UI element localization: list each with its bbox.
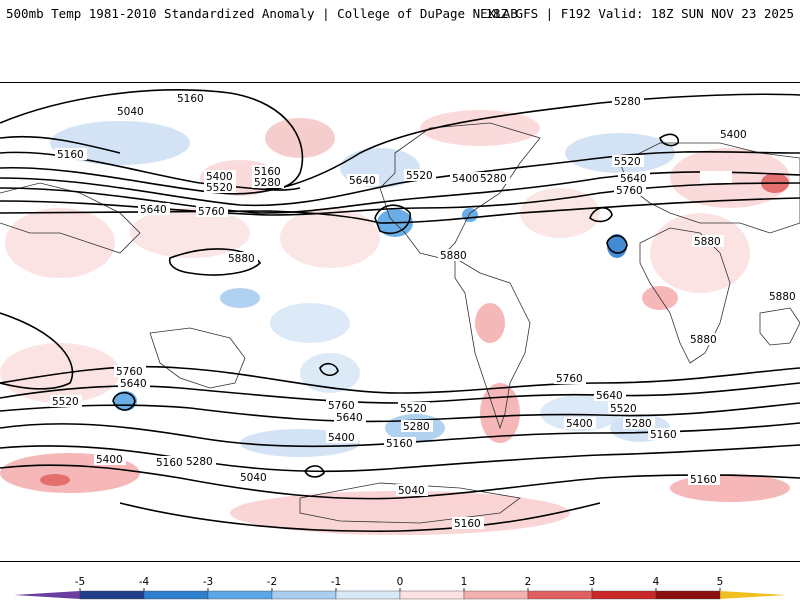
contour-label: 5040 [398, 485, 425, 497]
colorbar-tick-label: 3 [589, 576, 596, 588]
colorbar-bin [143, 590, 209, 600]
colorbar-tick-label: 2 [525, 576, 532, 588]
contour-label: 5160 [177, 93, 204, 105]
colorbar-low-arrow [14, 591, 80, 599]
colorbar-tick-label: 1 [461, 576, 468, 588]
contour-label: 5760 [198, 206, 225, 218]
contour-label: 5280 [254, 177, 281, 189]
colorbar-tick-label: -1 [331, 576, 341, 588]
colorbar-bin [271, 590, 337, 600]
contour-label: 5280 [186, 456, 213, 468]
contour-label: 5400 [720, 129, 747, 141]
colorbar-bin [655, 590, 721, 600]
contour-label: 5280 [614, 96, 641, 108]
colorbar-bin [335, 590, 401, 600]
contour-label: 5520 [206, 182, 233, 194]
model-run-info: 18Z GFS | F192 Valid: 18Z SUN NOV 23 202… [485, 6, 794, 21]
colorbar-tick-label: -4 [139, 576, 150, 588]
height-contours [0, 89, 800, 533]
contour-label: 5280 [403, 421, 430, 433]
contour-label: 5160 [254, 166, 281, 178]
contour-label: 5760 [616, 185, 643, 197]
contour-label: 5400 [566, 418, 593, 430]
colorbar-tick-label: -2 [267, 576, 277, 588]
colorbar-tick-label: 5 [717, 576, 724, 588]
contour-label: 5280 [480, 173, 507, 185]
colorbar-tick-label: -3 [203, 576, 213, 588]
contour-label: 5520 [610, 403, 637, 415]
colorbar-bin [207, 590, 273, 600]
colorbar-bin [527, 590, 593, 600]
contour-label: 5640 [120, 378, 147, 390]
contour-label: 5160 [690, 474, 717, 486]
contour-label: 5040 [240, 472, 267, 484]
contour-label: 5640 [349, 175, 376, 187]
contour-label: 5640 [620, 173, 647, 185]
contour-label: 5880 [694, 236, 721, 248]
contour-label: 5520 [406, 170, 433, 182]
contour-label: 5160 [156, 457, 183, 469]
colorbar-tick-label: 4 [653, 576, 660, 588]
contour-label: 5520 [52, 396, 79, 408]
contour-label: 5040 [117, 106, 144, 118]
contour-label: 5520 [614, 156, 641, 168]
colorbar-high-arrow [720, 591, 786, 599]
colorbar-bin [463, 590, 529, 600]
contour-label: 5400 [206, 171, 233, 183]
contour-label: 5760 [328, 400, 355, 412]
colorbar-bin [591, 590, 657, 600]
colorbar-tick-label: 0 [397, 576, 404, 588]
contour-label: 5160 [454, 518, 481, 530]
contour-label: 5400 [452, 173, 479, 185]
contour-label: 5640 [336, 412, 363, 424]
colorbar-bin [399, 590, 465, 600]
anomaly-shading [0, 110, 790, 535]
colorbar-bin [79, 590, 145, 600]
contour-label: 5760 [116, 366, 143, 378]
colorbar: -5 -4 -3 -2 -1 0 1 2 3 4 5 [0, 570, 800, 600]
contour-label: 5280 [625, 418, 652, 430]
contour-label: 5160 [386, 438, 413, 450]
contour-label-set: 5160 5040 5160 5400 5520 5160 5280 5640 … [50, 83, 799, 530]
map-area[interactable]: 5160 5160 5040 5160 5400 5520 5160 5280 … [0, 82, 800, 562]
contour-label: 5760 [556, 373, 583, 385]
colorbar-tick-label: -5 [75, 576, 85, 588]
contour-label: 5160 [57, 149, 84, 161]
anomaly-map: 5160 5160 5040 5160 5400 5520 5160 5280 … [0, 83, 800, 535]
contour-label: 5160 [596, 83, 623, 85]
map-title: 500mb Temp 1981-2010 Standardized Anomal… [6, 6, 518, 21]
contour-label: 5400 [96, 454, 123, 466]
contour-label: 5880 [228, 253, 255, 265]
contour-label: 5640 [140, 204, 167, 216]
contour-label: 5880 [440, 250, 467, 262]
contour-label: 5520 [400, 403, 427, 415]
colorbar-graphic: -5 -4 -3 -2 -1 0 1 2 3 4 5 [14, 576, 786, 600]
contour-label: 5880 [769, 291, 796, 303]
contour-label: 5400 [328, 432, 355, 444]
contour-label: 5640 [596, 390, 623, 402]
contour-label: 5160 [650, 429, 677, 441]
contour-label: 5880 [690, 334, 717, 346]
